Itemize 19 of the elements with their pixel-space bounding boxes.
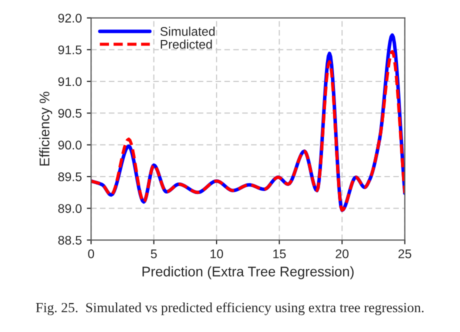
legend-label: Simulated <box>160 26 215 36</box>
y-tick-label: 89.5 <box>58 172 82 182</box>
y-tick-label: 91.5 <box>58 45 82 54</box>
x-tick-label: 5 <box>150 250 157 258</box>
caption: Fig. 25. Simulated vs predicted efficiency using extra tree regression. <box>36 302 424 316</box>
x-axis-title: Prediction (Extra Tree Regression) <box>142 266 354 280</box>
x-tick-label: 20 <box>336 249 349 258</box>
y-tick-label: 90.0 <box>58 140 82 150</box>
x-tick-label: 0 <box>88 249 94 258</box>
y-tick-label: 88.5 <box>58 236 82 245</box>
y-tick-label: 91.0 <box>58 77 82 86</box>
x-tick-label: 15 <box>273 250 286 258</box>
y-tick-label: 92.0 <box>58 14 82 23</box>
x-tick-label: 25 <box>398 249 412 258</box>
legend-label: Predicted <box>160 40 212 49</box>
y-tick-label: 89.0 <box>58 204 82 213</box>
y-axis-title: Efficiency % <box>39 92 52 166</box>
x-tick-label: 10 <box>210 249 224 258</box>
y-tick-label: 90.5 <box>58 108 82 118</box>
